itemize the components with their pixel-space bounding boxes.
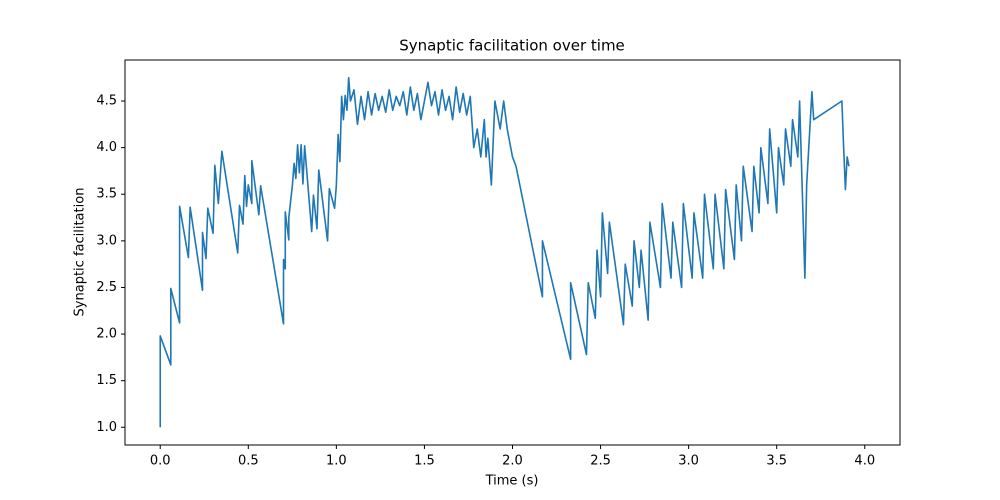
- x-tick-label: 1.0: [326, 454, 347, 469]
- data-line: [159, 76, 850, 428]
- x-tick-label: 0.0: [150, 454, 171, 469]
- y-tick-label: 3.0: [96, 233, 117, 248]
- y-tick-label: 4.5: [96, 94, 117, 109]
- x-tick-label: 4.0: [854, 454, 875, 469]
- plot-frame: [124, 59, 901, 446]
- y-tick-label: 2.0: [96, 327, 117, 342]
- y-tick-label: 4.0: [96, 140, 117, 155]
- y-tick-label: 3.5: [96, 187, 117, 202]
- x-tick-label: 2.0: [502, 454, 523, 469]
- y-tick-label: 2.5: [96, 280, 117, 295]
- y-axis-label: Synaptic facilitation: [73, 188, 88, 317]
- y-tick-label: 1.5: [96, 373, 117, 388]
- x-tick-label: 3.5: [766, 454, 787, 469]
- x-axis-label: Time (s): [485, 474, 539, 489]
- chart-title: Synaptic facilitation over time: [399, 37, 625, 55]
- x-tick-label: 0.5: [238, 454, 259, 469]
- x-tick-label: 2.5: [590, 454, 611, 469]
- x-tick-label: 3.0: [678, 454, 699, 469]
- y-tick-label: 1.0: [96, 420, 117, 435]
- x-tick-label: 1.5: [414, 454, 435, 469]
